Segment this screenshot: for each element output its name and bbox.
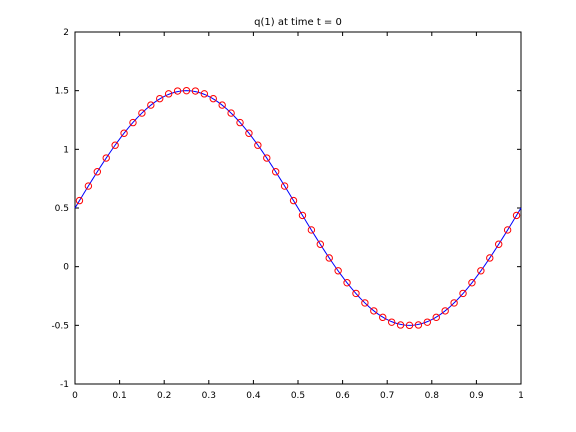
series-1-point bbox=[405, 321, 414, 330]
series-1-point bbox=[387, 318, 396, 326]
series-1-point bbox=[459, 289, 467, 298]
series-1-point bbox=[343, 279, 351, 287]
series-1-point bbox=[272, 168, 280, 176]
series-1-point bbox=[120, 129, 128, 137]
series-1-point bbox=[414, 321, 423, 329]
series-1-point bbox=[84, 182, 93, 190]
y-axis: -1 -0.5 0 0.5 1 1.5 2 bbox=[51, 28, 521, 390]
series-1-point bbox=[227, 109, 235, 117]
y-tick-label: 0 bbox=[63, 263, 69, 273]
x-tick-label: 0.8 bbox=[425, 391, 440, 401]
series-1-point bbox=[182, 86, 191, 95]
series-1-point bbox=[236, 118, 244, 127]
series-1-point bbox=[432, 313, 440, 322]
series-1-point bbox=[486, 254, 494, 262]
series-1-point bbox=[495, 240, 503, 248]
series-1-point bbox=[111, 141, 119, 149]
series-1-point bbox=[307, 226, 316, 234]
series-1-point bbox=[254, 141, 262, 149]
y-tick-label: 2 bbox=[63, 28, 69, 38]
x-tick-label: 0.3 bbox=[202, 391, 216, 401]
series-1-point bbox=[450, 299, 458, 307]
series-1-point bbox=[102, 154, 110, 162]
series-1-point bbox=[147, 101, 155, 109]
y-tick-label: 0.5 bbox=[55, 204, 69, 214]
series-1-point bbox=[512, 211, 521, 220]
series-1-point bbox=[129, 118, 137, 127]
x-tick-label: 0.9 bbox=[469, 391, 484, 401]
series-1-point bbox=[280, 182, 289, 190]
y-tick-label: 1.5 bbox=[55, 87, 69, 97]
series-1-point bbox=[218, 101, 226, 109]
x-tick-label: 0.6 bbox=[335, 391, 350, 401]
x-tick-label: 0.7 bbox=[380, 391, 394, 401]
series-1-point bbox=[468, 279, 476, 287]
series-1-point bbox=[289, 196, 298, 205]
series-1-point bbox=[361, 299, 369, 307]
series-1-point bbox=[173, 87, 182, 95]
series-1-point bbox=[423, 318, 432, 326]
series-1-point bbox=[245, 129, 253, 137]
series-1-point bbox=[156, 94, 164, 103]
series-1-point bbox=[191, 87, 200, 95]
series-layer bbox=[74, 86, 522, 330]
series-1-point bbox=[441, 307, 449, 315]
y-tick-label: -0.5 bbox=[51, 321, 69, 331]
x-tick-label: 0.4 bbox=[246, 391, 261, 401]
series-1-point bbox=[93, 168, 102, 176]
x-tick-label: 0.2 bbox=[157, 391, 171, 401]
x-tick-label: 0 bbox=[72, 391, 78, 401]
chart-title: q(1) at time t = 0 bbox=[254, 17, 342, 28]
series-1-point bbox=[370, 307, 378, 315]
y-tick-label: 1 bbox=[63, 145, 69, 155]
series-1-point bbox=[263, 154, 271, 162]
series-0-line bbox=[74, 90, 522, 326]
y-tick-label: -1 bbox=[60, 380, 69, 390]
x-tick-label: 0.1 bbox=[112, 391, 126, 401]
series-1-point bbox=[352, 289, 360, 298]
series-1-point bbox=[503, 226, 512, 234]
series-1-point bbox=[164, 90, 173, 98]
series-1-point bbox=[138, 109, 146, 117]
series-1-point bbox=[200, 90, 209, 98]
series-1-point bbox=[477, 267, 485, 275]
x-tick-label: 1 bbox=[518, 391, 524, 401]
series-1-point bbox=[379, 313, 387, 322]
series-1-point bbox=[316, 240, 324, 248]
x-axis: 0 0.1 0.2 0.3 0.4 0.5 0.6 0.7 0.8 0.9 1 bbox=[72, 32, 524, 401]
x-tick-label: 0.5 bbox=[291, 391, 305, 401]
series-1-point bbox=[209, 94, 217, 103]
series-1-point bbox=[334, 267, 342, 275]
series-1-point bbox=[325, 254, 333, 262]
series-1-point bbox=[75, 196, 84, 205]
series-1-point bbox=[298, 211, 307, 220]
series-1-point bbox=[396, 321, 405, 329]
